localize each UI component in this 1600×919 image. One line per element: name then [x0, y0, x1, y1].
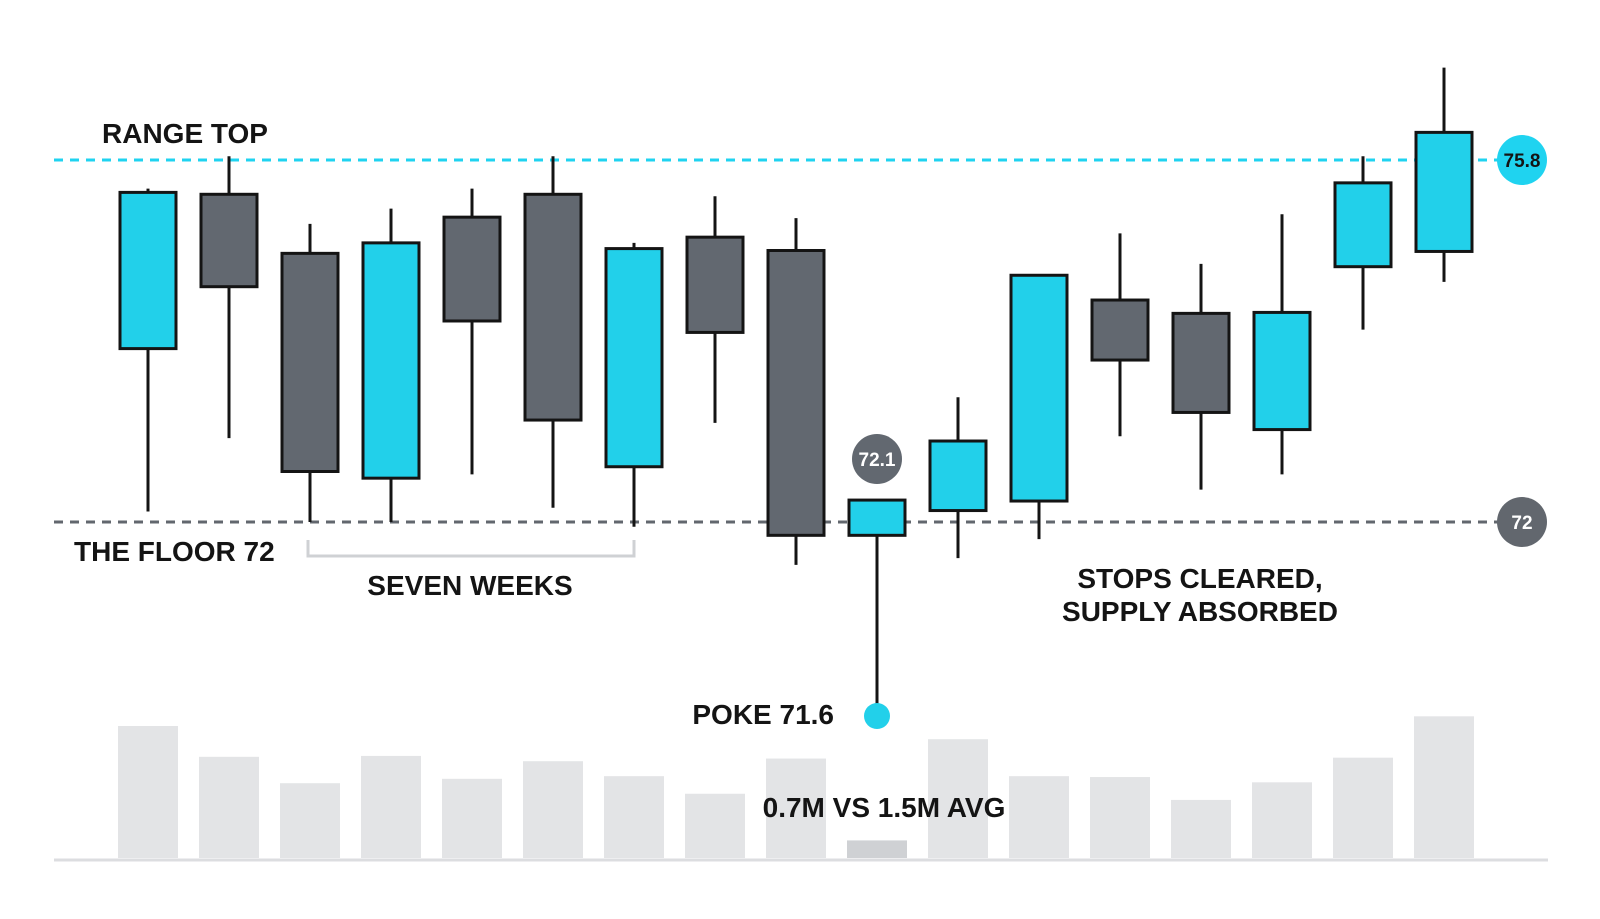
range-top-label: RANGE TOP — [102, 118, 268, 149]
volume-bar — [685, 793, 745, 858]
candle-body-down — [199, 192, 259, 289]
seven-weeks-bracket — [306, 540, 636, 558]
floor-badge: 72 — [1497, 496, 1547, 547]
candle-body-up — [604, 247, 664, 469]
candle — [928, 397, 988, 559]
candle-body-up — [847, 498, 907, 537]
poke-label: POKE 71.6 — [692, 699, 834, 730]
floor-label: THE FLOOR 72 — [74, 536, 275, 567]
volume-annotation: 0.7M VS 1.5M AVG — [763, 792, 1006, 823]
candle-body-up — [1009, 273, 1069, 503]
candle — [1414, 67, 1474, 282]
candle — [442, 188, 502, 475]
volume-layer — [118, 716, 1474, 858]
volume-bar — [280, 783, 340, 858]
volume-bar — [118, 726, 178, 858]
close-badge: 72.1 — [852, 434, 902, 484]
volume-bar — [1090, 777, 1150, 858]
candle — [1333, 156, 1393, 330]
close-badge-text: 72.1 — [859, 450, 896, 471]
candle-body-up — [361, 241, 421, 480]
close-badge-circle — [852, 434, 902, 484]
badges-layer: 75.8 72 72.1 — [852, 135, 1547, 547]
supply-absorbed-label: SUPPLY ABSORBED — [1062, 596, 1338, 627]
candle-body-up — [118, 190, 178, 351]
poke-marker — [864, 703, 890, 729]
floor-badge-circle — [1497, 496, 1547, 547]
candle — [1252, 214, 1312, 475]
candle — [604, 242, 664, 527]
volume-bar — [523, 761, 583, 858]
candle-body-down — [1090, 298, 1150, 362]
candle-body-up — [1414, 130, 1474, 253]
seven-weeks-label: SEVEN WEEKS — [367, 570, 572, 601]
range-top-badge-text: 75.8 — [1504, 151, 1541, 172]
volume-bar — [361, 755, 421, 858]
volume-bar — [766, 758, 826, 858]
candle-body-down — [766, 248, 826, 537]
candle — [1090, 233, 1150, 437]
volume-bar — [604, 776, 664, 858]
candle — [1171, 263, 1231, 490]
candles-layer — [118, 67, 1474, 729]
candle — [523, 156, 583, 508]
candle-body-down — [685, 235, 745, 334]
volume-bar — [1414, 716, 1474, 858]
candle — [361, 208, 421, 522]
volume-bar — [1333, 757, 1393, 858]
stops-cleared-label: STOPS CLEARED, — [1077, 563, 1322, 594]
volume-bar — [1009, 776, 1069, 858]
floor-badge-text: 72 — [1511, 513, 1532, 534]
candle — [280, 223, 340, 522]
candle — [118, 188, 178, 512]
candle — [1009, 273, 1069, 540]
range-top-badge: 75.8 — [1497, 135, 1547, 185]
volume-bar-low — [847, 840, 907, 858]
volume-bar — [199, 756, 259, 858]
volume-bar — [1252, 782, 1312, 858]
candle-body-down — [523, 192, 583, 422]
candle-body-up — [1333, 181, 1393, 269]
candle — [685, 196, 745, 423]
candle-body-down — [442, 215, 502, 323]
candle — [199, 156, 259, 439]
candle-body-up — [1252, 310, 1312, 432]
range-top-badge-circle — [1497, 135, 1547, 185]
volume-bar — [928, 739, 988, 858]
candle-body-down — [280, 251, 340, 474]
candle-body-up — [928, 439, 988, 513]
candle-body-down — [1171, 311, 1231, 414]
candle — [766, 218, 826, 565]
volume-bar — [1171, 799, 1231, 858]
volume-bar — [442, 778, 502, 858]
